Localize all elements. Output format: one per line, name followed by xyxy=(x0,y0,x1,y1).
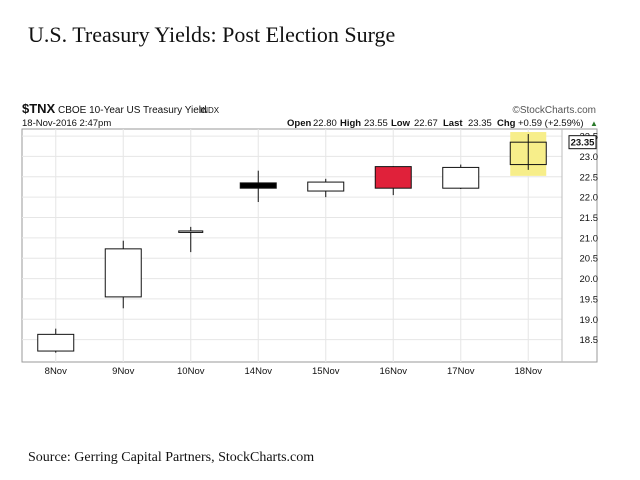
y-tick-label: 22.0 xyxy=(580,193,599,204)
y-tick-label: 20.0 xyxy=(580,274,599,285)
x-tick-label: 17Nov xyxy=(447,366,475,377)
y-tick-label: 20.5 xyxy=(580,254,599,265)
open-value: 22.80 xyxy=(313,118,337,129)
chart-watermark: ©StockCharts.com xyxy=(512,105,596,116)
candle-body xyxy=(374,166,412,189)
chg-up-arrow-icon: ▲ xyxy=(590,119,598,128)
candle-8Nov xyxy=(37,328,75,353)
y-tick-label: 18.5 xyxy=(580,335,599,346)
candle-18Nov xyxy=(509,134,547,170)
y-tick-label: 21.5 xyxy=(580,213,599,224)
last-price-box xyxy=(568,135,597,150)
candle-10Nov xyxy=(178,226,204,253)
chg-label: Chg xyxy=(497,118,516,129)
last-price-marker: 23.35 xyxy=(568,135,597,150)
x-tick-label: 15Nov xyxy=(312,366,340,377)
source-note: Source: Gerring Capital Partners, StockC… xyxy=(28,450,315,465)
candle-17Nov xyxy=(442,164,480,189)
candle-body xyxy=(442,166,480,189)
x-tick-label: 10Nov xyxy=(177,366,205,377)
x-tick-label: 14Nov xyxy=(245,366,273,377)
low-label: Low xyxy=(391,118,411,129)
y-tick-label: 19.5 xyxy=(580,294,599,305)
high-value: 23.55 xyxy=(364,118,388,129)
x-tick-label: 18Nov xyxy=(515,366,543,377)
candle-body xyxy=(37,333,75,352)
chart-exchange: INDX xyxy=(200,106,220,115)
high-label: High xyxy=(340,118,361,129)
x-tick-label: 16Nov xyxy=(380,366,408,377)
y-axis-ticks: 18.5 19.0 19.5 20.0 20.5 21.0 21.5 22.0 22.5 23.0… xyxy=(580,132,599,347)
chg-value: +0.59 (+2.59%) xyxy=(518,118,584,129)
y-tick-label: 21.0 xyxy=(580,233,599,244)
chart-symbol: $TNX xyxy=(22,101,56,116)
candle-body xyxy=(509,141,547,166)
candle-body xyxy=(307,181,345,192)
x-axis-ticks: 8Nov 9Nov 10Nov 14Nov 15Nov 16Nov 17Nov 18Nov xyxy=(45,366,543,377)
last-price-label: 23.35 xyxy=(571,138,595,149)
low-value: 22.67 xyxy=(414,118,438,129)
candle-body xyxy=(104,248,142,298)
y-tick-label: 23.0 xyxy=(580,152,599,163)
x-tick-label: 8Nov xyxy=(45,366,67,377)
chart-instrument-name: CBOE 10-Year US Treasury Yield xyxy=(58,105,207,116)
open-label: Open xyxy=(287,118,311,129)
x-tick-label: 9Nov xyxy=(112,366,134,377)
candles xyxy=(37,134,547,353)
quote-summary: Open 22.80 High 23.55 Low 22.67 Last 23.… xyxy=(287,118,598,129)
candle-15Nov xyxy=(307,178,345,198)
last-label: Last xyxy=(443,118,463,129)
page-title: U.S. Treasury Yields: Post Election Surg… xyxy=(28,22,396,47)
y-tick-label: 22.5 xyxy=(580,172,599,183)
candle-14Nov xyxy=(239,170,277,203)
y-tick-label: 19.0 xyxy=(580,315,599,326)
candle-body xyxy=(178,230,204,233)
candle-9Nov xyxy=(104,240,142,309)
last-value: 23.35 xyxy=(468,118,492,129)
chart-datetime: 18-Nov-2016 2:47pm xyxy=(22,118,111,129)
candle-body xyxy=(239,182,277,189)
plot-area xyxy=(21,128,598,363)
candle-16Nov xyxy=(374,166,412,196)
